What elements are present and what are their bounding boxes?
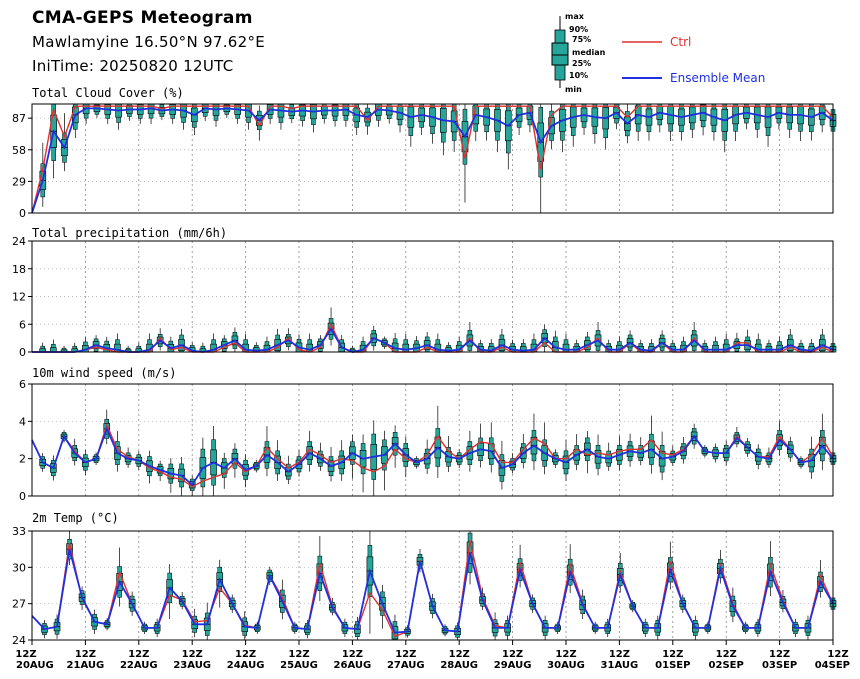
panel-title-1: Total precipitation (mm/6h) bbox=[32, 226, 227, 240]
x-tick-hour: 12Z bbox=[662, 649, 683, 660]
ctrl-line bbox=[31, 105, 834, 214]
x-tick-date: 27AUG bbox=[387, 660, 425, 671]
y-tick-label: 0 bbox=[19, 207, 26, 220]
meteogram-title: CMA-GEPS Meteogram bbox=[32, 8, 253, 28]
y-tick-label: 24 bbox=[12, 235, 26, 248]
y-tick-label: 27 bbox=[12, 598, 26, 611]
x-tick-date: 23AUG bbox=[173, 660, 211, 671]
x-tick-date: 31AUG bbox=[601, 660, 639, 671]
x-tick-date: 20AUG bbox=[16, 660, 54, 671]
station-location: Mawlamyine 16.50°N 97.62°E bbox=[32, 33, 266, 51]
x-tick-date: 26AUG bbox=[334, 660, 372, 671]
x-tick-hour: 12Z bbox=[609, 649, 630, 660]
x-tick-date: 25AUG bbox=[280, 660, 318, 671]
panel-frame bbox=[31, 530, 834, 641]
panel-frame bbox=[31, 103, 834, 214]
y-tick-label: 0 bbox=[19, 490, 26, 503]
y-tick-label: 12 bbox=[12, 291, 26, 304]
y-tick-label: 2 bbox=[19, 453, 26, 466]
legend-min: min bbox=[565, 85, 582, 94]
y-tick-label: 30 bbox=[12, 561, 26, 574]
x-tick-hour: 12Z bbox=[75, 649, 96, 660]
ctrl-line bbox=[31, 540, 834, 638]
panel-title-2: 10m wind speed (m/s) bbox=[32, 366, 177, 380]
x-tick-date: 24AUG bbox=[227, 660, 265, 671]
y-tick-label: 33 bbox=[12, 525, 26, 538]
x-tick-hour: 12Z bbox=[769, 649, 790, 660]
x-tick-hour: 12Z bbox=[235, 649, 256, 660]
x-tick-hour: 12Z bbox=[182, 649, 203, 660]
panel-title-0: Total Cloud Cover (%) bbox=[32, 86, 184, 100]
y-tick-label: 6 bbox=[19, 378, 26, 391]
legend-mean-label: Ensemble Mean bbox=[670, 71, 765, 85]
x-tick-date: 03SEP bbox=[762, 660, 797, 671]
panel-title-3: 2m Temp (°C) bbox=[32, 511, 119, 525]
x-tick-date: 28AUG bbox=[440, 660, 478, 671]
legend-p75: 75% bbox=[572, 35, 591, 44]
legend-p10: 10% bbox=[569, 71, 588, 80]
x-tick-hour: 12Z bbox=[128, 649, 149, 660]
ensemble-mean-line bbox=[31, 107, 834, 214]
legend-p25: 25% bbox=[572, 59, 591, 68]
x-tick-hour: 12Z bbox=[716, 649, 737, 660]
x-tick-hour: 12Z bbox=[502, 649, 523, 660]
box-p25-p75 bbox=[402, 343, 410, 353]
box-p25-p75 bbox=[562, 343, 570, 353]
legend-ctrl-label: Ctrl bbox=[670, 35, 691, 49]
x-tick-hour: 12Z bbox=[288, 649, 309, 660]
box-p25-p75 bbox=[712, 344, 719, 353]
ensemble-mean-line bbox=[31, 426, 834, 487]
x-tick-date: 30AUG bbox=[547, 660, 585, 671]
x-tick-date: 02SEP bbox=[709, 660, 744, 671]
init-time: IniTime: 20250820 12UTC bbox=[32, 57, 234, 75]
panel-frame bbox=[31, 240, 834, 353]
legend-max: max bbox=[565, 12, 585, 21]
x-tick-date: 04SEP bbox=[815, 660, 850, 671]
y-tick-label: 6 bbox=[19, 318, 26, 331]
legend-median: median bbox=[572, 48, 606, 57]
x-tick-hour: 12Z bbox=[555, 649, 576, 660]
x-tick-hour: 12Z bbox=[449, 649, 470, 660]
x-tick-date: 21AUG bbox=[67, 660, 105, 671]
x-tick-hour: 12Z bbox=[15, 649, 36, 660]
ensemble-mean-line bbox=[31, 548, 834, 634]
x-tick-date: 01SEP bbox=[655, 660, 690, 671]
y-tick-label: 87 bbox=[12, 112, 26, 125]
ensemble-mean-line bbox=[32, 327, 834, 353]
y-tick-label: 18 bbox=[12, 263, 26, 276]
x-tick-date: 22AUG bbox=[120, 660, 158, 671]
y-tick-label: 4 bbox=[19, 415, 26, 428]
x-tick-hour: 12Z bbox=[395, 649, 416, 660]
chart-legend: max 90% 75% median 25% 10% min Ctrl Ense… bbox=[551, 12, 765, 94]
panel-frame bbox=[31, 383, 834, 497]
x-tick-hour: 12Z bbox=[827, 649, 848, 660]
y-tick-label: 29 bbox=[12, 175, 26, 188]
box-legend: max 90% 75% median 25% 10% min bbox=[551, 12, 606, 94]
y-tick-label: 58 bbox=[12, 144, 26, 157]
x-tick-hour: 12Z bbox=[342, 649, 363, 660]
y-tick-label: 0 bbox=[19, 346, 26, 359]
legend-p90: 90% bbox=[569, 25, 588, 34]
y-tick-label: 24 bbox=[12, 634, 26, 647]
x-tick-date: 29AUG bbox=[494, 660, 532, 671]
